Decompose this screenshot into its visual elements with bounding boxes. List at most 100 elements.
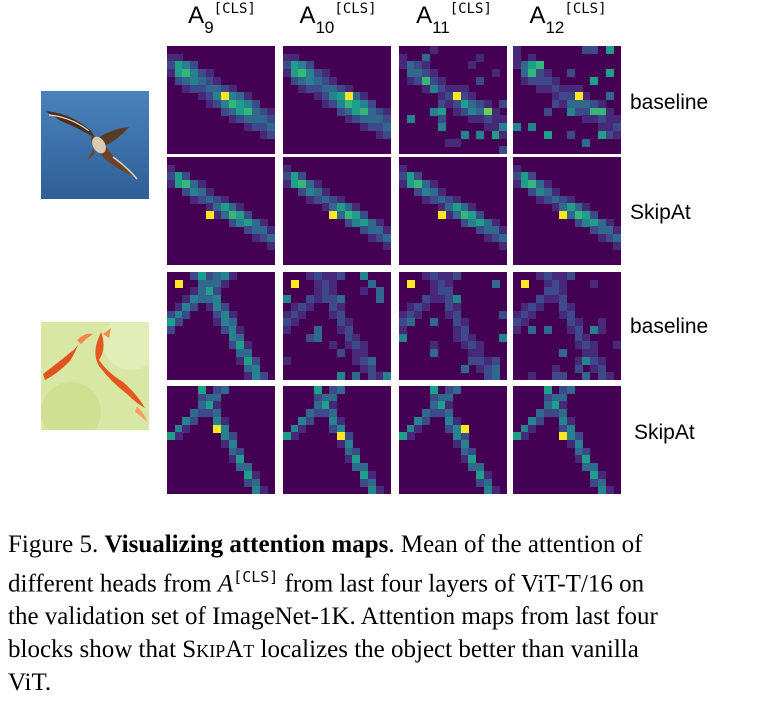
attention-cell — [344, 432, 353, 441]
attention-cell — [567, 432, 575, 441]
attention-cell — [536, 416, 545, 425]
attention-cell — [383, 241, 392, 250]
attention-cell — [582, 372, 591, 381]
attention-cell — [267, 123, 276, 132]
attention-peak — [329, 211, 338, 219]
attention-cell — [244, 115, 253, 124]
attention-cell — [559, 310, 568, 319]
attention-cell — [567, 107, 575, 116]
attention-cell — [290, 432, 299, 441]
attention-cell — [520, 76, 529, 85]
attention-cell — [582, 115, 591, 124]
attention-cell — [414, 424, 423, 433]
attention-peak — [559, 211, 568, 219]
attention-cell — [597, 470, 606, 479]
attention-cell — [429, 84, 438, 93]
attention-cell — [329, 416, 338, 425]
attention-cell — [491, 130, 500, 139]
attention-cell — [445, 393, 454, 402]
attention-cell — [491, 218, 500, 227]
attention-cell — [360, 123, 369, 132]
attention-cell — [429, 287, 438, 296]
attention-cell — [321, 84, 330, 93]
row-label-baseline-1: baseline — [630, 91, 709, 114]
attention-cell — [306, 272, 315, 280]
attention-cell — [590, 341, 599, 350]
attention-cell — [360, 356, 369, 365]
attention-cell — [190, 61, 199, 70]
attention-cell — [344, 326, 353, 334]
attention-cell — [213, 386, 222, 394]
attention-cell — [520, 432, 529, 441]
caption-superscript: [CLS] — [233, 568, 279, 586]
attention-cell — [228, 115, 237, 124]
attention-cell — [559, 424, 568, 433]
attention-cell — [197, 195, 206, 204]
attention-cell — [205, 195, 214, 204]
attention-cell — [167, 172, 175, 181]
attention-cell — [468, 341, 477, 350]
attention-cell — [528, 53, 537, 62]
attention-cell — [468, 100, 477, 108]
attention-cell — [551, 409, 560, 418]
attention-cell — [174, 310, 183, 319]
attention-cell — [213, 84, 222, 93]
attention-cell — [399, 53, 407, 62]
attention-cell — [543, 295, 552, 304]
attention-cell — [205, 76, 214, 85]
attention-cell — [574, 326, 583, 334]
attention-cell — [551, 393, 560, 402]
attention-map — [399, 46, 508, 155]
attention-cell — [221, 440, 229, 448]
attention-cell — [536, 272, 545, 280]
attention-cell — [244, 226, 253, 235]
attention-cell — [437, 76, 446, 85]
attention-cell — [344, 440, 353, 448]
attention-cell — [574, 432, 583, 441]
attention-cell — [306, 302, 315, 311]
attention-cell — [574, 440, 583, 448]
attention-cell — [590, 76, 599, 85]
attention-cell — [605, 372, 614, 381]
caption-text: . Mean of the attention of — [388, 531, 643, 558]
attention-cell — [360, 218, 369, 227]
attention-cell — [590, 326, 599, 334]
attention-cell — [236, 100, 245, 108]
attention-cell — [290, 172, 299, 181]
attention-cell — [221, 84, 229, 93]
attention-cell — [590, 463, 599, 472]
attention-cell — [174, 318, 183, 327]
attention-cell — [429, 272, 438, 280]
attention-cell — [267, 234, 276, 243]
attention-cell — [205, 92, 214, 101]
attention-cell — [244, 463, 253, 472]
attention-cell — [360, 100, 369, 108]
attention-cell — [536, 295, 545, 304]
attention-cell — [597, 326, 606, 334]
attention-cell — [582, 349, 591, 358]
attention-cell — [445, 424, 454, 433]
attention-cell — [236, 203, 245, 212]
attention-cell — [375, 234, 384, 243]
attention-cell — [453, 107, 461, 116]
attention-cell — [437, 100, 446, 108]
attention-cell — [520, 302, 529, 311]
attention-cell — [543, 279, 552, 288]
attention-cell — [499, 100, 508, 108]
attention-cell — [582, 211, 591, 219]
attention-cell — [298, 69, 307, 78]
attention-cell — [453, 100, 461, 108]
attention-cell — [352, 107, 361, 116]
attention-cell — [567, 416, 575, 425]
attention-cell — [406, 180, 415, 189]
attention-cell — [221, 326, 229, 334]
attention-cell — [429, 409, 438, 418]
attention-cell — [460, 130, 469, 139]
attention-cell — [437, 409, 446, 418]
attention-cell — [167, 432, 175, 441]
attention-cell — [513, 61, 521, 70]
attention-cell — [337, 424, 345, 433]
attention-cell — [313, 333, 322, 342]
attention-cell — [590, 226, 599, 235]
attention-cell — [344, 84, 353, 93]
